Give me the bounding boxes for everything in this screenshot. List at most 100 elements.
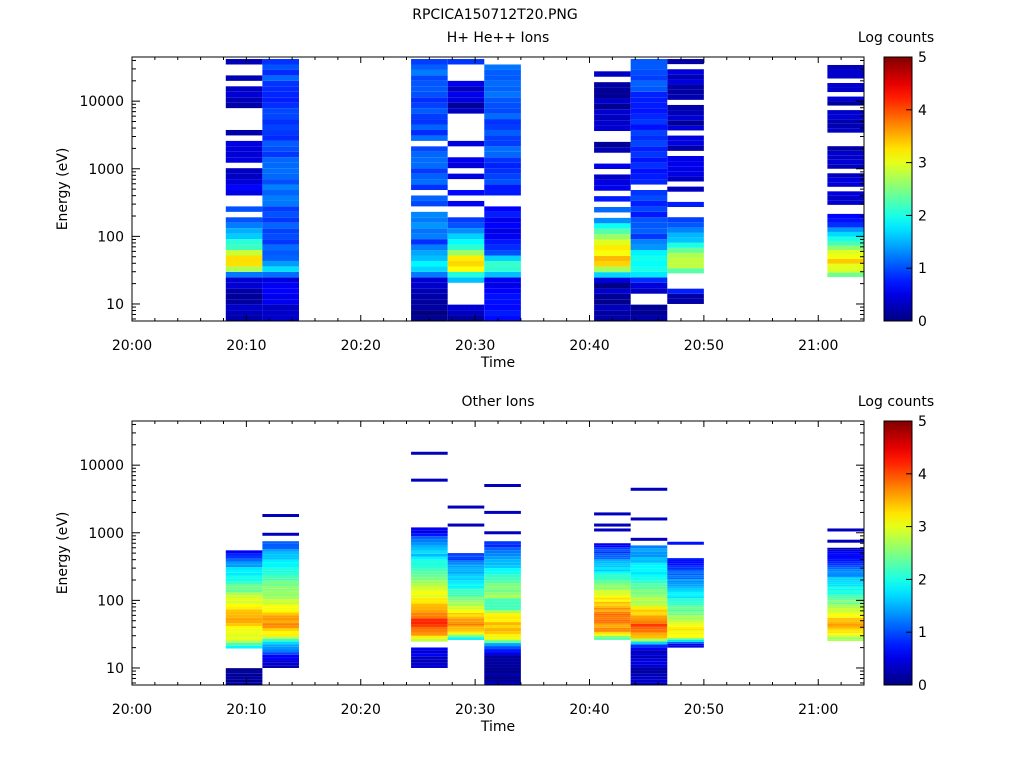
heatmap-cell	[225, 151, 263, 158]
heatmap-cell	[262, 572, 299, 576]
heatmap-cell	[594, 603, 631, 606]
heatmap-cell	[262, 549, 299, 552]
heatmap-cell	[262, 601, 299, 605]
colorbar-tick-label: 1	[918, 261, 927, 277]
heatmap-cell	[484, 140, 521, 147]
heatmap-cell	[594, 114, 631, 121]
heatmap-cell	[827, 621, 864, 624]
heatmap-cell	[225, 564, 263, 568]
heatmap-cell	[447, 217, 485, 223]
heatmap-cell	[447, 505, 485, 509]
heatmap-cell	[447, 565, 485, 568]
heatmap-cell	[630, 59, 668, 65]
heatmap-cell	[667, 577, 704, 580]
heatmap-cell	[827, 565, 864, 568]
heatmap-cell	[484, 634, 521, 638]
heatmap-cell	[630, 644, 668, 648]
heatmap-cell	[225, 179, 263, 185]
heatmap-cell	[594, 585, 631, 588]
heatmap-cell	[225, 553, 263, 556]
heatmap-cell	[225, 140, 263, 147]
heatmap-cell	[667, 636, 704, 639]
colorbar-tick-label: 1	[918, 625, 927, 641]
heatmap-cell	[630, 250, 668, 256]
heatmap-cell	[827, 557, 864, 560]
heatmap-cell	[262, 546, 299, 550]
heatmap-cell	[630, 638, 668, 642]
heatmap-cell	[411, 609, 448, 613]
heatmap-cell	[411, 656, 448, 660]
heatmap-cell	[630, 195, 668, 201]
heatmap-cell	[447, 228, 485, 234]
heatmap-cell	[667, 626, 704, 629]
heatmap-cell	[484, 135, 521, 141]
heatmap-cell	[594, 551, 631, 554]
heatmap-cell	[225, 558, 263, 562]
heatmap-cell	[262, 260, 299, 267]
heatmap-cell	[630, 228, 668, 234]
heatmap-cell	[827, 236, 864, 241]
heatmap-cell	[262, 662, 299, 666]
heatmap-cell	[667, 609, 704, 612]
heatmap-cell	[262, 80, 299, 87]
heatmap-cell	[630, 580, 668, 584]
heatmap-cell	[262, 559, 299, 563]
heatmap-cell	[411, 556, 448, 560]
heatmap-cell	[667, 586, 704, 589]
heatmap-cell	[630, 244, 668, 251]
figure-title: RPCICA150712T20.PNG	[412, 7, 577, 23]
heatmap-cell	[667, 222, 704, 228]
heatmap-cell	[262, 514, 299, 518]
heatmap-cell	[262, 588, 299, 592]
y-axis-label: Energy (eV)	[55, 148, 71, 231]
heatmap-cell	[630, 583, 668, 587]
heatmap-cell	[447, 605, 485, 608]
heatmap-cell	[447, 562, 485, 564]
heatmap-cell	[667, 598, 704, 601]
heatmap-cell	[484, 604, 521, 608]
heatmap-cell	[225, 550, 263, 554]
heatmap-cell	[667, 569, 704, 572]
heatmap-cell	[667, 171, 704, 177]
heatmap-cell	[594, 611, 631, 614]
heatmap-cell	[630, 589, 668, 592]
heatmap-cell	[594, 223, 631, 229]
heatmap-cell	[594, 621, 631, 624]
heatmap-cell	[447, 623, 485, 626]
heatmap-cell	[447, 304, 485, 311]
heatmap-cell	[630, 670, 668, 674]
heatmap-cell	[411, 580, 448, 584]
heatmap-cell	[594, 239, 631, 246]
heatmap-cell	[411, 59, 448, 65]
heatmap-cell	[484, 69, 521, 76]
x-axis-label: Time	[480, 355, 515, 371]
heatmap-cell	[630, 600, 668, 604]
heatmap-cell	[411, 162, 448, 169]
heatmap-cell	[630, 597, 668, 601]
heatmap-cell	[827, 96, 864, 102]
heatmap-cell	[667, 584, 704, 587]
heatmap-cell	[594, 569, 631, 572]
heatmap-cell	[630, 119, 668, 125]
heatmap-cell	[594, 567, 631, 570]
heatmap-cell	[667, 632, 704, 635]
heatmap-cell	[411, 146, 448, 152]
heatmap-cell	[484, 310, 521, 316]
heatmap-cell	[484, 222, 521, 229]
heatmap-cell	[262, 97, 299, 103]
heatmap-cell	[630, 315, 668, 321]
heatmap-cell	[411, 547, 448, 551]
heatmap-cell	[411, 603, 448, 607]
x-tick-label: 20:40	[569, 702, 609, 718]
heatmap-cell	[484, 562, 521, 566]
heatmap-cell	[630, 554, 668, 558]
heatmap-cell	[262, 228, 299, 234]
heatmap-cell	[667, 176, 704, 182]
heatmap-cell	[630, 487, 668, 491]
heatmap-cell	[447, 585, 485, 588]
heatmap-cell	[447, 600, 485, 602]
heatmap-cell	[630, 157, 668, 163]
heatmap-cell	[827, 600, 864, 603]
heatmap-cell	[484, 601, 521, 605]
heatmap-cell	[411, 119, 448, 125]
